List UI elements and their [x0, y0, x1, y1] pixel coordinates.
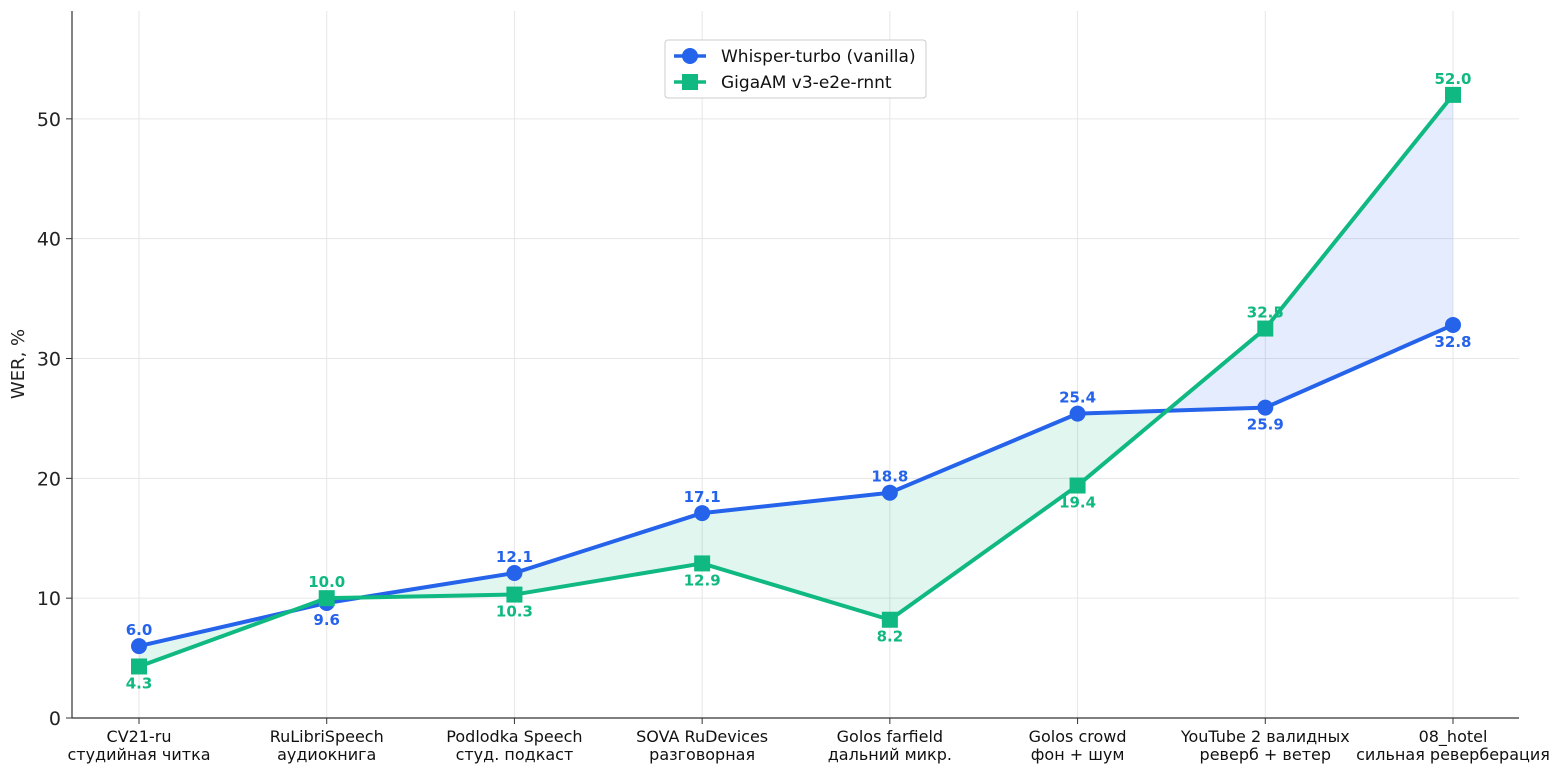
- gigaam-point: [1445, 86, 1461, 103]
- x-tick-label: Golos farfield: [837, 727, 943, 746]
- whisper-value-label: 17.1: [684, 488, 721, 506]
- whisper-point: [1445, 316, 1461, 333]
- gigaam-point: [1257, 320, 1274, 337]
- x-tick-label: SOVA RuDevices: [636, 727, 768, 746]
- legend-box: [664, 39, 927, 99]
- x-tick-sublabel: студийная читка: [67, 745, 210, 764]
- gigaam-point: [694, 555, 711, 572]
- y-axis-title: WER, %: [8, 329, 29, 399]
- whisper-point: [506, 565, 523, 582]
- data-labels: 6.0 9.6 12.1 17.1 18.8 25.4 25.9 32.8 4.3 10.0 10.…: [126, 70, 1472, 693]
- grid-lines: [72, 11, 1519, 718]
- gigaam-value-label: 19.4: [1059, 494, 1096, 512]
- x-tick-sublabel: реверб + ветер: [1200, 745, 1331, 764]
- whisper-value-label: 12.1: [496, 548, 533, 566]
- series-lines: [137, 92, 1455, 669]
- whisper-value-label: 32.8: [1434, 333, 1471, 351]
- whisper-point: [131, 638, 147, 655]
- fill-segment: [1265, 94, 1453, 408]
- gigaam-point: [318, 590, 335, 607]
- x-tick-sublabel: фон + шум: [1031, 745, 1125, 764]
- y-tick-label: 20: [37, 468, 61, 490]
- y-tick-label: 50: [37, 109, 61, 131]
- fill-segment: [514, 513, 703, 595]
- gigaam-value-label: 10.3: [496, 603, 533, 621]
- whisper-point: [1257, 399, 1274, 416]
- gigaam-value-label: 4.3: [126, 674, 153, 692]
- fill-segment: [702, 492, 890, 620]
- fill-segment: [889, 413, 1078, 620]
- gigaam-point: [506, 586, 523, 603]
- legend-whisper-label: Whisper-turbo (vanilla): [721, 47, 916, 67]
- gigaam-value-label: 32.5: [1247, 304, 1284, 322]
- x-tick-label: YouTube 2 валидных: [1180, 727, 1350, 746]
- legend-gigaam-label: GigaAM v3-e2e-rnnt: [721, 73, 892, 93]
- x-tick-sublabel: аудиокнига: [277, 745, 376, 764]
- x-tick-label: RuLibriSpeech: [270, 727, 384, 746]
- whisper-value-label: 25.4: [1059, 389, 1096, 407]
- y-tick-label: 10: [37, 588, 61, 610]
- y-tick-label: 0: [49, 708, 61, 730]
- gigaam-point: [881, 611, 898, 628]
- gigaam-value-label: 52.0: [1434, 70, 1471, 88]
- whisper-point: [694, 505, 711, 522]
- x-tick-label: Golos crowd: [1029, 727, 1127, 746]
- y-tick-label: 40: [37, 229, 61, 251]
- x-tick-sublabel: разговорная: [649, 745, 755, 764]
- x-tick-sublabel: дальний микр.: [828, 745, 952, 764]
- gigaam-value-label: 8.2: [877, 628, 904, 646]
- legend-gigaam-marker: [682, 74, 698, 90]
- gigaam-line: [137, 92, 1455, 669]
- x-tick-sublabel: студ. подкаст: [456, 745, 574, 764]
- gigaam-value-label: 12.9: [684, 571, 721, 589]
- y-ticks: 0 10 20 30 40 50: [37, 109, 72, 730]
- gigaam-value-label: 10.0: [308, 573, 345, 591]
- legend: Whisper-turbo (vanilla) GigaAM v3-e2e-rn…: [664, 39, 927, 99]
- whisper-value-label: 9.6: [313, 611, 340, 629]
- x-tick-label: CV21-ru: [107, 727, 172, 746]
- whisper-value-label: 18.8: [871, 468, 908, 486]
- gigaam-point: [131, 658, 147, 675]
- whisper-point: [1069, 405, 1086, 422]
- series-markers: [131, 86, 1461, 675]
- x-tick-label: 08_hotel: [1419, 727, 1488, 747]
- axes: [71, 11, 1519, 719]
- gigaam-point: [1069, 477, 1086, 494]
- whisper-value-label: 6.0: [126, 621, 153, 639]
- legend-whisper-marker: [682, 48, 698, 64]
- y-tick-label: 30: [37, 349, 61, 371]
- x-tick-label: Podlodka Speech: [446, 727, 582, 746]
- x-tick-sublabel: сильная реверберация: [1356, 745, 1550, 764]
- whisper-value-label: 25.9: [1247, 416, 1284, 434]
- whisper-point: [881, 484, 898, 501]
